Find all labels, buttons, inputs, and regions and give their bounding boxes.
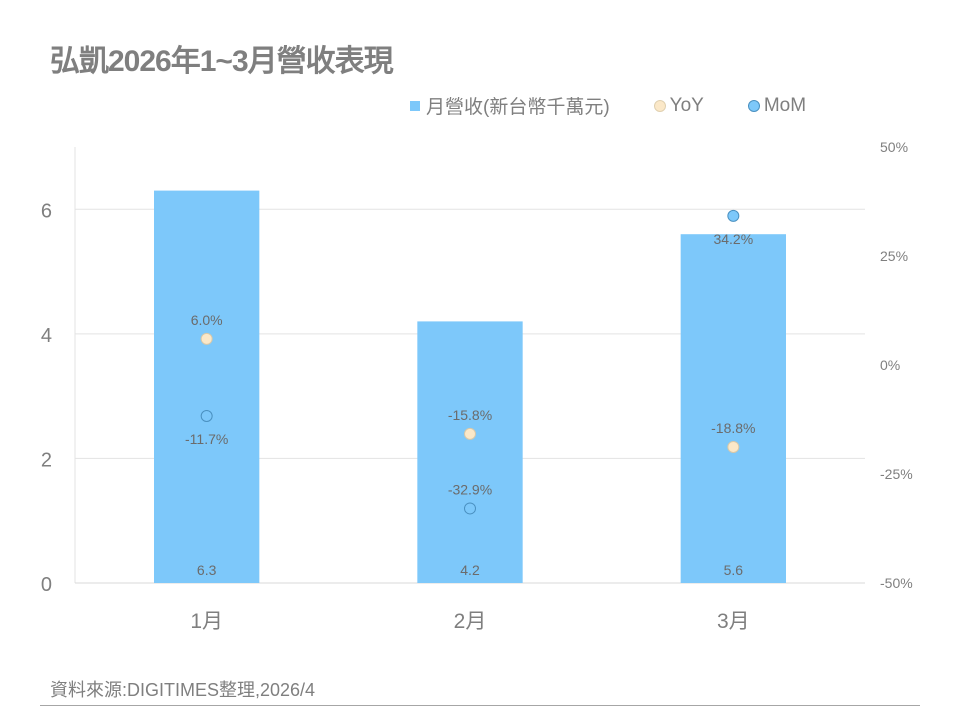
right-tick-label: -50% xyxy=(880,575,913,591)
point-yoy xyxy=(200,332,213,345)
point-yoy xyxy=(727,440,740,453)
right-tick-label: 50% xyxy=(880,139,908,155)
x-tick-label: 2月 xyxy=(454,610,487,633)
legend-item-yoy: YoY xyxy=(653,94,704,117)
legend-swatch-revenue xyxy=(410,100,420,111)
legend: 月營收(新台幣千萬元) YoY MoM xyxy=(410,92,850,119)
source-note: 資料來源:DIGITIMES整理,2026/4 xyxy=(50,680,316,700)
bar-data-label: 6.3 xyxy=(197,562,217,578)
legend-label-mom: MoM xyxy=(763,94,807,116)
yoy-data-label: -15.8% xyxy=(448,407,492,423)
mom-data-label: -11.7% xyxy=(185,431,228,447)
right-tick-label: 25% xyxy=(880,248,908,264)
right-tick-label: 0% xyxy=(880,357,900,373)
bar-revenue xyxy=(154,190,260,583)
bar-data-label: 5.6 xyxy=(724,562,744,578)
point-mom xyxy=(727,209,740,222)
bar-revenue xyxy=(680,234,786,583)
legend-swatch-mom xyxy=(747,99,760,112)
x-tick-label: 3月 xyxy=(717,610,750,633)
legend-item-revenue: 月營收(新台幣千萬元) xyxy=(410,92,610,119)
point-yoy xyxy=(464,427,476,440)
bar-data-label: 4.2 xyxy=(460,562,480,578)
legend-item-mom: MoM xyxy=(747,94,807,117)
point-mom xyxy=(200,410,213,423)
mom-data-label: 34.2% xyxy=(713,231,753,247)
point-mom xyxy=(464,502,476,515)
chart-title: 弘凱2026年1~3月營收表現 xyxy=(50,45,394,78)
mom-data-label: -32.9% xyxy=(448,481,492,497)
legend-swatch-yoy xyxy=(653,99,666,112)
left-tick-label: 0 xyxy=(41,574,52,596)
left-tick-label: 6 xyxy=(41,200,52,222)
left-tick-label: 2 xyxy=(41,449,52,471)
yoy-data-label: -18.8% xyxy=(711,420,755,436)
legend-label-yoy: YoY xyxy=(669,94,704,116)
yoy-data-label: 6.0% xyxy=(191,312,223,328)
legend-label-revenue: 月營收(新台幣千萬元) xyxy=(426,97,610,118)
x-tick-label: 1月 xyxy=(190,610,223,633)
right-tick-label: -25% xyxy=(880,466,913,482)
footer-divider xyxy=(40,705,920,706)
left-tick-label: 4 xyxy=(41,325,52,347)
bar-revenue xyxy=(417,321,523,583)
